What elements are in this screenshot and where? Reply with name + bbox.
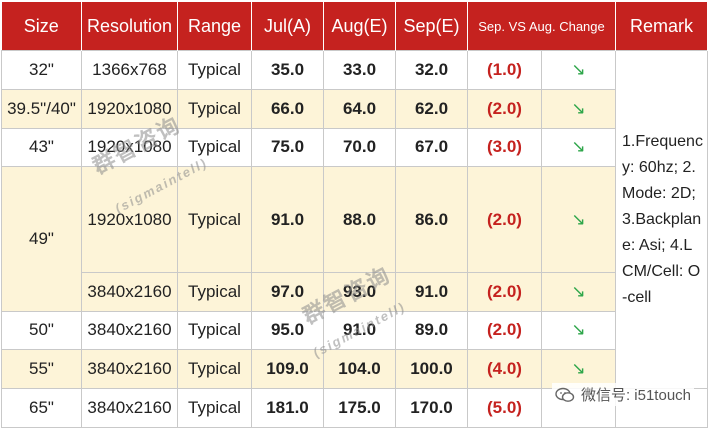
wechat-badge: 微信号: i51touch: [551, 383, 694, 406]
sep-cell: 100.0: [395, 349, 468, 390]
range-cell: Typical: [177, 88, 252, 129]
range-cell: Typical: [177, 127, 252, 168]
resolution-cell: 1366x768: [81, 50, 178, 90]
jul-cell: 91.0: [251, 166, 324, 273]
table-row: 49" 1920x1080 Typical 91.0 88.0 86.0 (2.…: [1, 166, 708, 312]
sep-cell: 89.0: [395, 310, 468, 351]
table-row: 50" 3840x2160 Typical 95.0 91.0 89.0 (2.…: [1, 310, 708, 351]
aug-cell: 64.0: [323, 88, 396, 129]
change-cell: (5.0): [467, 388, 542, 428]
range-cell: Typical: [177, 50, 252, 90]
down-arrow-icon: ↘: [540, 166, 617, 273]
header-change: Sep. VS Aug. Change: [467, 2, 617, 51]
header-range: Range: [177, 2, 252, 51]
change-cell: (2.0): [467, 166, 542, 273]
size-cell: 39.5"/40": [1, 88, 82, 129]
aug-cell: 91.0: [323, 310, 396, 351]
aug-cell: 70.0: [323, 127, 396, 168]
remark-cell: 1.Frequency: 60hz; 2.Mode: 2D; 3.Backpla…: [615, 49, 708, 390]
resolution-cell: 1920x1080: [81, 127, 178, 168]
table-row: 43" 1920x1080 Typical 75.0 70.0 67.0 (3.…: [1, 127, 708, 168]
size-cell: 32": [1, 50, 82, 90]
sep-cell: 91.0: [395, 271, 468, 312]
table-row: 32" 1366x768 Typical 35.0 33.0 32.0 (1.0…: [1, 49, 708, 390]
header-row: Size Resolution Range Jul(A) Aug(E) Sep(…: [1, 2, 708, 51]
range-cell: Typical: [177, 271, 252, 312]
sep-cell: 62.0: [395, 88, 468, 129]
range-cell: Typical: [177, 310, 252, 351]
sep-cell: 32.0: [395, 50, 468, 90]
size-cell: 55": [1, 349, 82, 390]
table-row: 39.5"/40" 1920x1080 Typical 66.0 64.0 62…: [1, 88, 708, 129]
range-cell: Typical: [177, 166, 252, 273]
resolution-cell: 1920x1080: [81, 166, 178, 273]
header-sep: Sep(E): [395, 2, 468, 51]
header-resolution: Resolution: [81, 2, 178, 51]
range-cell: Typical: [177, 388, 252, 428]
sep-cell: 67.0: [395, 127, 468, 168]
change-cell: (2.0): [467, 88, 542, 129]
header-size: Size: [1, 2, 82, 51]
jul-cell: 97.0: [251, 271, 324, 312]
resolution-cell: 3840x2160: [81, 349, 178, 390]
aug-cell: 88.0: [323, 166, 396, 273]
jul-cell: 35.0: [251, 50, 324, 90]
aug-cell: 175.0: [323, 388, 396, 428]
header-aug: Aug(E): [323, 2, 396, 51]
aug-cell: 93.0: [323, 271, 396, 312]
change-cell: (3.0): [467, 127, 542, 168]
table-row: 55" 3840x2160 Typical 109.0 104.0 100.0 …: [1, 349, 708, 390]
resolution-cell: 3840x2160: [81, 271, 178, 312]
down-arrow-icon: ↘: [540, 88, 617, 129]
jul-cell: 109.0: [251, 349, 324, 390]
size-cell: 43": [1, 127, 82, 168]
down-arrow-icon: ↘: [540, 349, 617, 390]
jul-cell: 66.0: [251, 88, 324, 129]
jul-cell: 75.0: [251, 127, 324, 168]
change-cell: (2.0): [467, 310, 542, 351]
jul-cell: 181.0: [251, 388, 324, 428]
aug-cell: 33.0: [323, 50, 396, 90]
size-cell: 50": [1, 310, 82, 351]
down-arrow-icon: ↘: [540, 271, 617, 312]
resolution-cell: 1920x1080: [81, 88, 178, 129]
sep-cell: 170.0: [395, 388, 468, 428]
size-cell: 65": [1, 388, 82, 428]
down-arrow-icon: ↘: [540, 310, 617, 351]
change-cell: (1.0): [467, 50, 542, 90]
table-row: 3840x2160 Typical 97.0 93.0 91.0 (2.0) ↘: [2, 271, 708, 312]
jul-cell: 95.0: [251, 310, 324, 351]
header-jul: Jul(A): [251, 2, 324, 51]
wechat-id: 微信号: i51touch: [580, 387, 691, 404]
down-arrow-icon: ↘: [540, 127, 617, 168]
down-arrow-icon: ↘: [540, 50, 617, 90]
range-cell: Typical: [177, 349, 252, 390]
header-remark: Remark: [615, 2, 708, 51]
resolution-cell: 3840x2160: [81, 388, 178, 428]
aug-cell: 104.0: [323, 349, 396, 390]
resolution-cell: 3840x2160: [81, 310, 178, 351]
wechat-logo-icon: [555, 387, 575, 402]
size-cell: 49": [1, 166, 82, 312]
sep-cell: 86.0: [395, 166, 468, 273]
change-cell: (4.0): [467, 349, 542, 390]
change-cell: (2.0): [467, 271, 542, 312]
